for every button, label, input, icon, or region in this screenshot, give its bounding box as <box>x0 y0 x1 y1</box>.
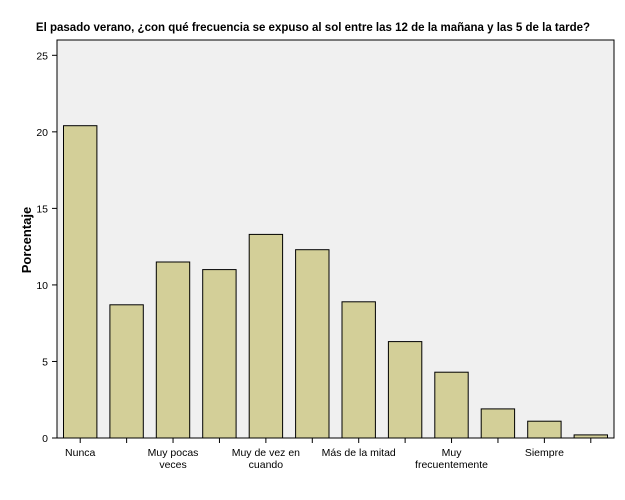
y-tick-label: 15 <box>36 203 48 215</box>
x-tick-label: Muy de vez en <box>232 447 300 459</box>
y-tick-label: 5 <box>42 356 48 368</box>
y-tick-label: 0 <box>42 433 48 445</box>
x-tick-label: Muy pocas <box>148 447 199 459</box>
y-tick-label: 10 <box>36 280 48 292</box>
x-tick-label: Muy <box>442 447 463 459</box>
x-tick-label: cuando <box>249 459 284 471</box>
y-tick-label: 25 <box>36 50 48 62</box>
bar <box>434 371 469 439</box>
x-tick-label: veces <box>159 459 186 471</box>
x-tick-label: Nunca <box>65 447 96 459</box>
bar <box>202 269 237 439</box>
bar <box>295 249 330 439</box>
x-tick-label: frecuentemente <box>415 459 488 471</box>
bar <box>387 341 423 439</box>
bar <box>341 301 376 439</box>
x-tick-label: Siempre <box>525 447 564 459</box>
bar <box>480 408 516 439</box>
y-axis-label: Porcentaje <box>19 207 34 273</box>
plot-area <box>56 39 615 439</box>
bar <box>63 125 98 439</box>
chart-title: El pasado verano, ¿con qué frecuencia se… <box>36 22 590 34</box>
bar <box>109 304 144 439</box>
bar <box>248 233 284 439</box>
bar <box>155 261 191 439</box>
y-tick-label: 20 <box>36 127 48 139</box>
x-tick-label: Más de la mitad <box>322 447 396 459</box>
bar <box>573 434 608 439</box>
y-axis: 0 5 10 15 20 25 <box>36 50 57 445</box>
bar <box>527 420 562 439</box>
bars <box>63 125 608 439</box>
